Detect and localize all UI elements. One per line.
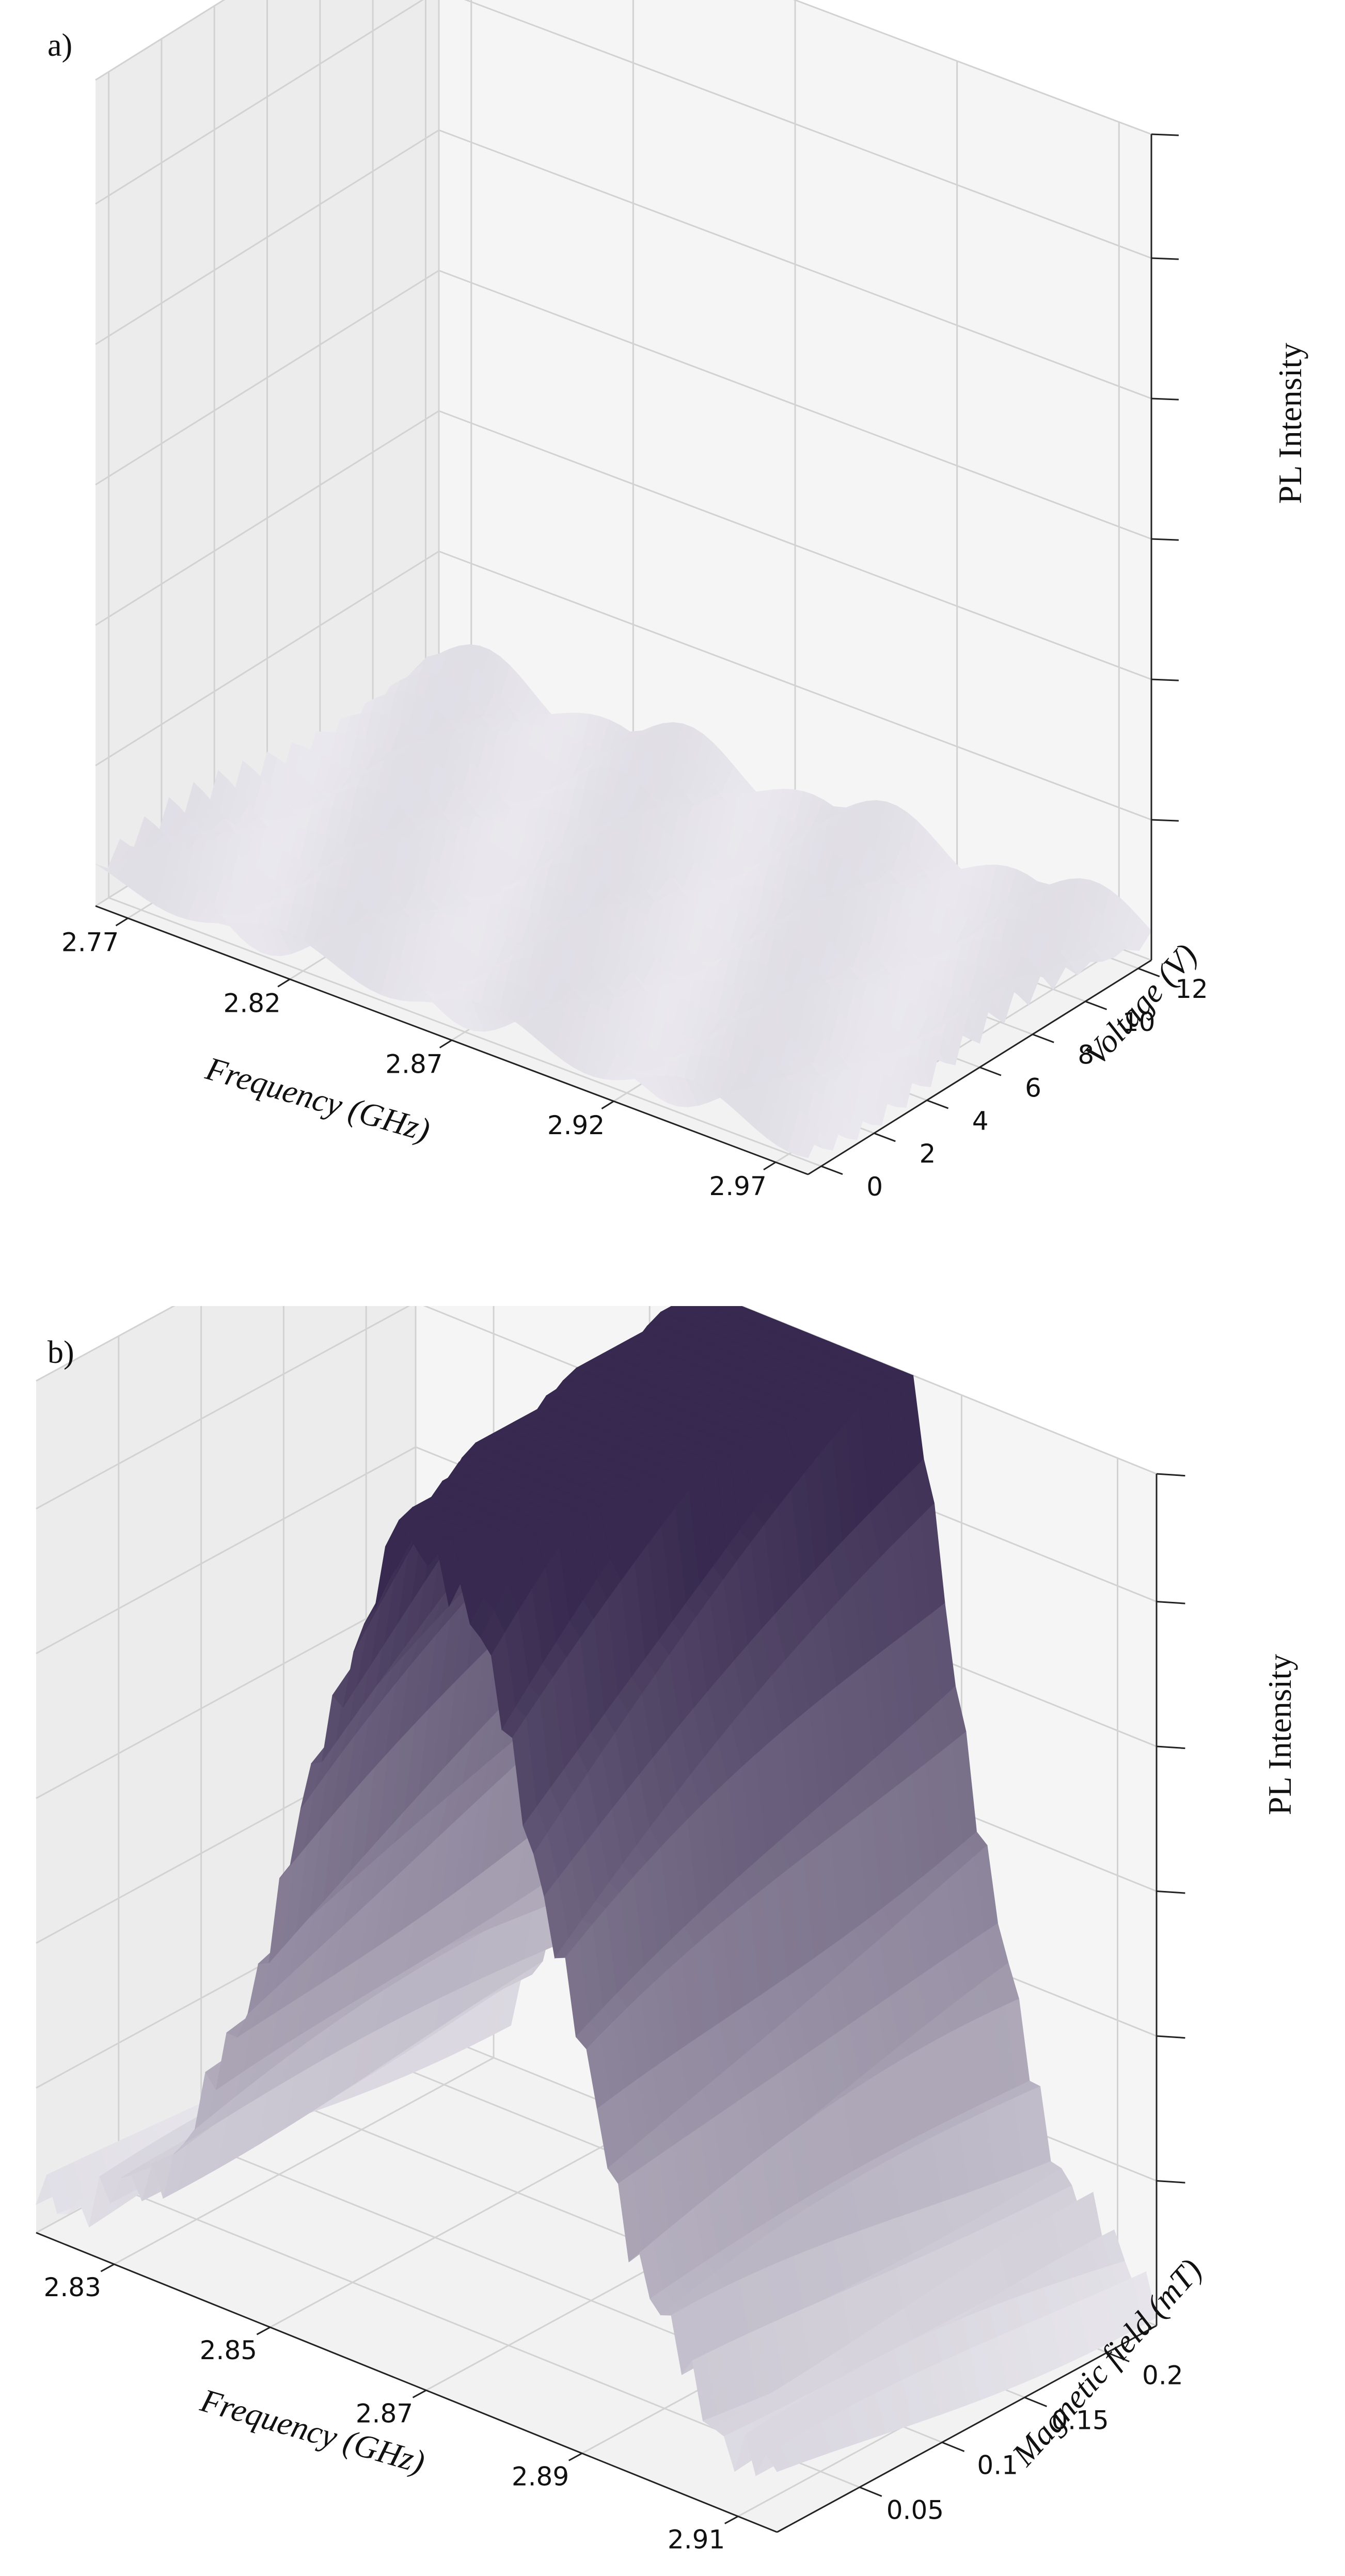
panel-label: b) [48,1335,74,1370]
x-axis-line [36,2232,778,2533]
panel-b: 2.83 2.85 2.87 2.89 2.91 0.05 0.1 0.15 0.2 b) F… [0,1306,1345,2576]
x-tick-label: 2.92 [547,1110,605,1140]
z-tick-mark [1156,1601,1185,1604]
x-tick-labels: 2.83 2.85 2.87 2.89 2.91 [44,2263,739,2555]
y-tick-label: 10 [1122,1007,1156,1037]
grid-line [438,410,1152,680]
grid-line [114,2057,494,2265]
z-tick-mark [1156,1745,1185,1750]
grid-line [438,129,1152,400]
y-tick-mark [821,1165,843,1175]
z-tick-mark [1151,538,1179,541]
y-tick-mark [1085,1000,1107,1010]
y-tick-label: 4 [972,1106,989,1136]
z-tick-mark [1156,1890,1185,1894]
y-tick-label: 8 [1078,1040,1094,1070]
x-tick-mark [763,1162,777,1171]
y-tick-label: 0.2 [1142,2361,1183,2391]
x-tick-label: 2.87 [356,2398,413,2428]
surface-plot [36,1306,1157,2476]
x-tick-mark [100,2263,115,2272]
y-tick-label: 0.05 [887,2495,944,2525]
y-tick-label: 12 [1175,974,1208,1004]
surface-facet [797,1119,821,1158]
z-tick-mark [1156,2035,1185,2039]
y-tick-mark [874,1132,896,1142]
y-axis-line [777,2325,1157,2533]
x-axis-label: Frequency (GHz) [196,2381,429,2480]
grid-line [95,129,439,345]
x-tick-label: 2.91 [668,2525,725,2555]
y-tick-labels: 0 2 4 6 8 10 12 [821,967,1208,1202]
x-tick-mark [277,978,291,988]
z-tick-mark [1151,257,1179,260]
z-tick-mark [1151,133,1179,136]
grid-line [438,269,1152,540]
x-tick-mark [724,2516,739,2524]
grid-line [36,1446,416,1655]
z-tick-mark [1151,397,1179,401]
grid-line [95,410,439,626]
surface-plot [95,644,1152,1158]
z-tick-mark [1156,2180,1185,2184]
x-tick-label: 2.87 [385,1050,442,1079]
x-tick-label: 2.85 [200,2335,257,2365]
y-tick-label: 2 [919,1139,936,1169]
grid-line [36,1306,410,1509]
x-tick-label: 2.97 [709,1171,766,1201]
grid-line [95,550,439,767]
y-tick-label: 0 [866,1172,883,1202]
grid-line [108,897,822,1167]
y-tick-mark [1137,967,1160,977]
y-tick-labels: 0.05 0.1 0.15 0.2 [859,2351,1183,2525]
x-tick-mark [568,2453,583,2461]
x-tick-label: 2.89 [512,2461,569,2491]
x-tick-mark [115,917,129,927]
y-tick-mark [1106,2351,1130,2362]
y-tick-mark [859,2486,882,2497]
grid-line [36,1306,176,1382]
grid-line [464,0,1152,259]
grid-line [95,0,226,81]
y-tick-label: 0.1 [977,2451,1018,2480]
axis-lines [36,1473,1185,2533]
y-tick-mark [979,1067,1002,1076]
x-tick-mark [601,1100,614,1109]
x-tick-label: 2.82 [224,989,281,1019]
x-tick-mark [412,2389,426,2398]
z-tick-mark [1151,678,1179,681]
x-tick-mark [439,1039,452,1048]
y-tick-label: 0.15 [1051,2406,1109,2436]
y-tick-mark [942,2441,965,2452]
y-tick-mark [1032,1033,1054,1043]
panel-a: 2.77 2.82 2.87 2.92 2.97 0 2 4 6 8 10 12 a) Freque… [0,0,1345,1260]
grid-line [438,550,1152,821]
x-tick-labels: 2.77 2.82 2.87 2.92 2.97 [61,917,777,1201]
grid-line [95,269,439,486]
x-tick-label: 2.83 [44,2272,101,2302]
z-axis-label: PL Intensity [1261,1654,1298,1815]
x-tick-mark [256,2326,271,2335]
grid-line [793,0,1152,135]
z-tick-mark [1156,1473,1185,1477]
y-tick-label: 6 [1025,1073,1041,1103]
y-tick-mark [1024,2396,1047,2407]
panel-label: a) [48,28,72,63]
z-axis-label: PL Intensity [1272,343,1308,504]
grid-line [36,1591,416,1799]
z-tick-mark [1151,819,1179,822]
x-tick-label: 2.77 [61,927,119,957]
y-tick-mark [926,1099,949,1109]
grid-line [270,2120,650,2328]
grid-line [95,0,424,205]
surface-facet [766,2445,792,2472]
